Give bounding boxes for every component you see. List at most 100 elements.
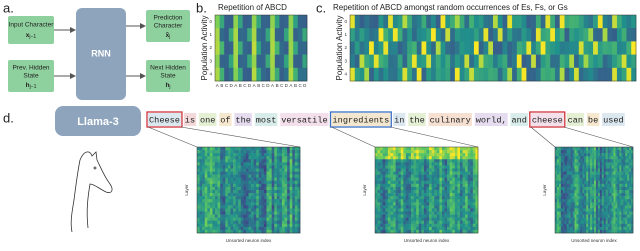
heatmap-cell xyxy=(592,212,594,215)
heatmap-cell xyxy=(383,159,386,162)
heatmap-cell xyxy=(220,199,223,202)
heatmap-cell xyxy=(424,178,427,181)
heatmap-cell xyxy=(586,196,588,199)
heatmap-cell xyxy=(205,208,208,211)
heatmap-cell xyxy=(442,208,445,211)
heatmap-cell xyxy=(215,150,218,153)
heatmap-cell xyxy=(269,205,272,208)
heatmap-cell xyxy=(598,162,600,165)
heatmap-cell xyxy=(383,205,386,208)
heatmap-cell xyxy=(215,184,218,187)
heatmap-cell xyxy=(228,172,231,175)
heatmap-cell xyxy=(375,208,378,211)
heatmap-cell xyxy=(416,205,419,208)
heatmap-cell xyxy=(243,199,246,202)
heatmap-cell xyxy=(207,175,210,178)
heatmap-cell xyxy=(197,218,200,221)
heatmap-cell xyxy=(598,178,600,181)
heatmap-cell xyxy=(277,224,280,227)
heatmap-cell xyxy=(390,181,393,184)
heatmap-cell xyxy=(442,159,445,162)
heatmap-cell xyxy=(598,187,600,190)
heatmap-cell xyxy=(200,190,203,193)
heatmap-cell xyxy=(590,187,592,190)
heatmap-cell xyxy=(557,227,559,230)
heatmap-cell xyxy=(200,181,203,184)
heatmap-cell xyxy=(561,196,563,199)
heatmap-cell xyxy=(623,190,625,193)
heatmap-cell xyxy=(233,41,238,55)
heatmap-cell xyxy=(412,41,417,55)
heatmap-cell xyxy=(220,187,223,190)
heatmap-cell xyxy=(606,190,608,193)
heatmap-cell xyxy=(450,15,455,29)
heatmap-cell xyxy=(582,218,584,221)
heatmap-cell xyxy=(212,227,215,230)
heatmap-cell xyxy=(374,41,379,55)
heatmap-cell xyxy=(441,68,446,82)
heatmap-cell xyxy=(284,68,289,82)
heatmap-cell xyxy=(561,215,563,218)
heatmap-cell xyxy=(282,153,285,156)
heatmap-cell xyxy=(388,162,391,165)
heatmap-cell xyxy=(627,169,629,172)
heatmap-cell xyxy=(563,224,565,227)
x-tick-label: A xyxy=(253,83,256,88)
heatmap-cell xyxy=(215,178,218,181)
heatmap-cell xyxy=(246,175,249,178)
heatmap-cell xyxy=(565,221,567,224)
heatmap-cell xyxy=(388,202,391,205)
heatmap-cell xyxy=(233,153,236,156)
heatmap-cell xyxy=(233,169,236,172)
heatmap-cell xyxy=(468,178,471,181)
heatmap-cell xyxy=(295,147,298,150)
heatmap-cell xyxy=(429,162,432,165)
heatmap-cell xyxy=(450,193,453,196)
heatmap-cell xyxy=(604,184,606,187)
heatmap-cell xyxy=(588,205,590,208)
heatmap-cell xyxy=(615,172,617,175)
heatmap-cell xyxy=(503,55,508,69)
heatmap-cell xyxy=(236,196,239,199)
heatmap-cell xyxy=(602,190,604,193)
heatmap-cell xyxy=(256,159,259,162)
heatmap-cell xyxy=(612,193,614,196)
heatmap-cell xyxy=(290,156,293,159)
heatmap-cell xyxy=(290,181,293,184)
panel-label: d. xyxy=(3,110,14,125)
heatmap-cell xyxy=(424,218,427,221)
heatmap-cell xyxy=(473,172,476,175)
heatmap-cell xyxy=(293,55,298,69)
heatmap-cell xyxy=(559,205,561,208)
heatmap-cell xyxy=(576,169,578,172)
heatmap-cell xyxy=(619,224,621,227)
heatmap-cell xyxy=(295,153,298,156)
heatmap-cell xyxy=(385,187,388,190)
heatmap-cell xyxy=(378,190,381,193)
heatmap-cell xyxy=(279,205,282,208)
heatmap-cell xyxy=(264,184,267,187)
heatmap-cell xyxy=(272,227,275,230)
heatmap-cell xyxy=(241,181,244,184)
heatmap-cell xyxy=(223,221,226,224)
heatmap-cell xyxy=(298,41,303,55)
heatmap-cell xyxy=(625,227,627,230)
heatmap-cell xyxy=(212,156,215,159)
heatmap-cell xyxy=(238,41,243,55)
heatmap-cell xyxy=(575,202,577,205)
heatmap-cell xyxy=(277,184,280,187)
heatmap-cell xyxy=(390,147,393,150)
heatmap-cell xyxy=(610,178,612,181)
heatmap-cell xyxy=(606,178,608,181)
heatmap-cell xyxy=(575,193,577,196)
heatmap-cell xyxy=(594,175,596,178)
heatmap-cell xyxy=(267,215,270,218)
heatmap-cell xyxy=(559,150,561,153)
heatmap-cell xyxy=(411,227,414,230)
heatmap-cell xyxy=(571,153,573,156)
heatmap-cell xyxy=(238,28,243,42)
heatmap-cell xyxy=(600,193,602,196)
heatmap-cell xyxy=(388,224,391,227)
heatmap-cell xyxy=(578,212,580,215)
heatmap-cell xyxy=(610,159,612,162)
